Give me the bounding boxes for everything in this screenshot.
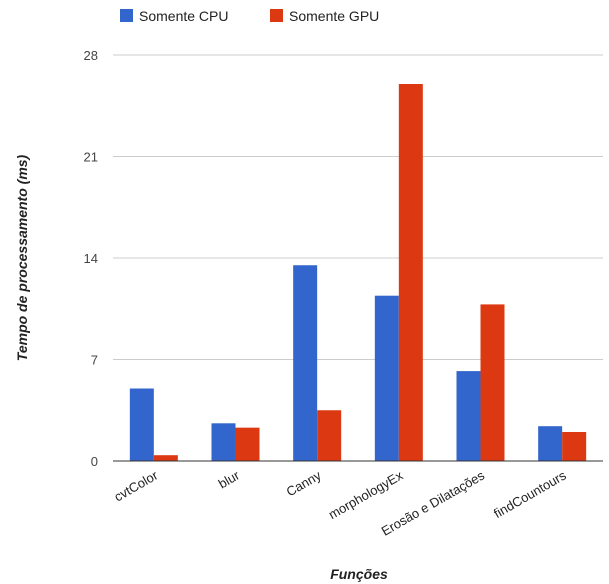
x-tick-label: Canny — [284, 467, 324, 499]
bar-gpu — [317, 410, 342, 461]
bars — [129, 84, 587, 461]
bar-cpu — [456, 371, 481, 461]
bar-gpu — [235, 427, 260, 461]
bar-cpu — [374, 295, 399, 461]
bar-cpu — [293, 265, 318, 461]
bar-cpu — [129, 388, 154, 461]
bar-gpu — [480, 304, 505, 461]
y-tick-label: 28 — [84, 48, 98, 63]
legend: Somente CPU Somente GPU — [120, 8, 379, 24]
y-tick-label: 7 — [91, 353, 98, 368]
gridlines — [113, 54, 603, 360]
legend-label-gpu: Somente GPU — [289, 8, 379, 24]
y-axis-title: Tempo de processamento (ms) — [14, 154, 30, 361]
bar-gpu — [398, 84, 423, 461]
x-tick-label: findCountours — [491, 467, 569, 521]
y-tick-label: 21 — [84, 150, 98, 165]
y-tick-label: 0 — [91, 454, 98, 469]
legend-swatch-cpu — [120, 9, 133, 22]
x-tick-label: blur — [216, 467, 243, 491]
bar-gpu — [153, 455, 178, 461]
y-tick-labels: 0 7 14 21 28 — [84, 48, 98, 469]
bar-gpu — [562, 432, 587, 461]
x-tick-label: cvtColor — [112, 467, 161, 504]
bar-cpu — [211, 423, 236, 461]
x-axis-title: Funções — [330, 566, 388, 582]
legend-swatch-gpu — [270, 9, 283, 22]
x-tick-label: morphologyEx — [326, 467, 406, 522]
legend-label-cpu: Somente CPU — [139, 8, 228, 24]
y-tick-label: 14 — [84, 251, 98, 266]
bar-cpu — [538, 426, 563, 461]
